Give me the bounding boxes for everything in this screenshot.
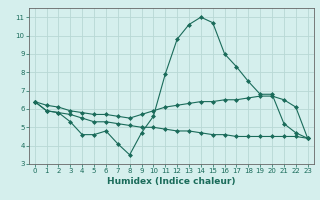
X-axis label: Humidex (Indice chaleur): Humidex (Indice chaleur) <box>107 177 236 186</box>
